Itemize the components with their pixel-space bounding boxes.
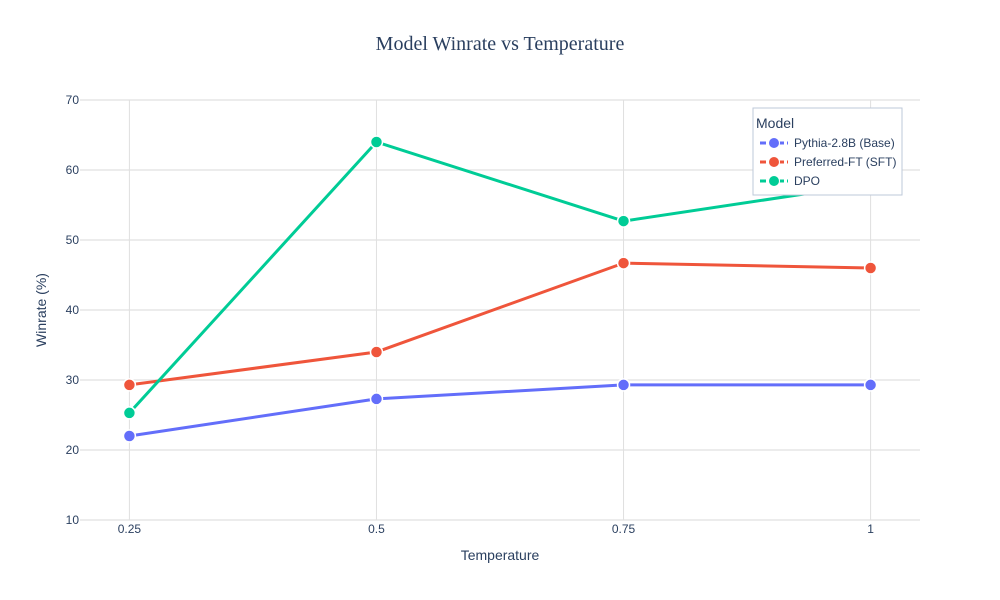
legend-title: Model [756,115,794,131]
data-point[interactable] [122,406,137,420]
series-1 [122,256,878,392]
legend-swatch-marker [768,137,780,149]
data-point[interactable] [122,378,137,392]
chart-title: Model Winrate vs Temperature [376,33,625,55]
x-tick-label: 1 [867,522,874,536]
data-point[interactable] [616,378,631,392]
legend-items: Pythia-2.8B (Base) Preferred-FT (SFT) DPO [760,136,896,188]
data-point[interactable] [616,256,631,270]
legend-swatch-marker [768,175,780,187]
legend-label: DPO [794,174,820,188]
y-axis-ticks: 10 20 30 40 50 60 70 [66,93,80,527]
series-0 [122,378,878,443]
data-point[interactable] [369,392,384,406]
series-line [129,383,871,438]
y-tick-label: 70 [66,93,80,107]
x-axis-ticks: 0.25 0.5 0.75 1 [118,522,875,536]
legend-item[interactable]: DPO [760,174,820,188]
legend-item[interactable]: Preferred-FT (SFT) [760,155,896,169]
legend-label: Preferred-FT (SFT) [794,155,896,169]
data-point[interactable] [369,345,384,359]
x-tick-label: 0.25 [118,522,142,536]
y-tick-label: 60 [66,163,80,177]
y-axis-title: Winrate (%) [33,273,49,347]
y-tick-label: 10 [66,513,80,527]
data-point[interactable] [369,135,384,149]
data-point[interactable] [863,261,878,275]
x-axis-title: Temperature [461,547,540,563]
y-tick-label: 20 [66,443,80,457]
series-line [129,261,871,387]
data-point[interactable] [863,378,878,392]
legend-swatch-marker [768,156,780,168]
series-line [128,140,871,414]
series-layer [122,135,878,443]
data-point[interactable] [122,429,137,443]
y-tick-label: 40 [66,303,80,317]
y-tick-label: 50 [66,233,80,247]
y-tick-label: 30 [66,373,80,387]
x-tick-label: 0.5 [368,522,385,536]
x-tick-label: 0.75 [612,522,636,536]
legend[interactable]: Model Pythia-2.8B (Base) Preferred-FT (SF… [752,107,903,196]
legend-item[interactable]: Pythia-2.8B (Base) [760,136,895,150]
y-gridlines [80,99,920,521]
legend-label: Pythia-2.8B (Base) [794,136,895,150]
data-point[interactable] [616,214,631,228]
